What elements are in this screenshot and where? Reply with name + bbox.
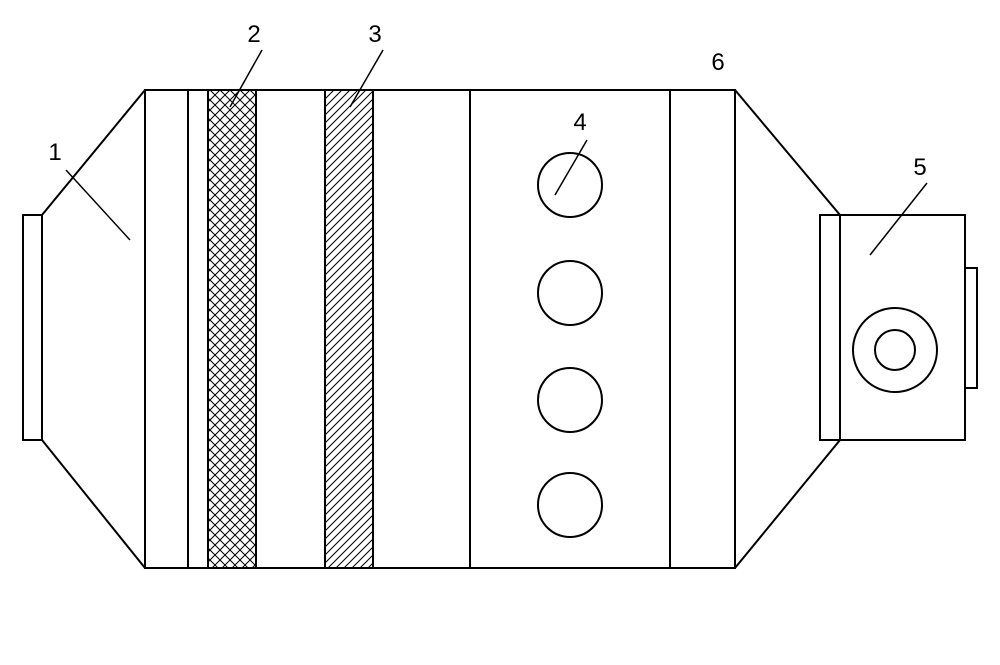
leader-line xyxy=(870,183,927,255)
label-6: 6 xyxy=(711,49,724,76)
perforation-circle xyxy=(538,261,602,325)
leader-line xyxy=(555,140,587,195)
label-1: 1 xyxy=(48,139,61,166)
perforation-circle xyxy=(538,473,602,537)
filter-diagonal xyxy=(325,90,373,568)
filter-crosshatch xyxy=(208,90,256,568)
fan-port xyxy=(965,268,977,388)
perforation-circle xyxy=(538,153,602,217)
fan-inner-circle xyxy=(875,330,915,370)
right-cone xyxy=(735,90,840,568)
label-5: 5 xyxy=(913,154,926,181)
label-2: 2 xyxy=(247,21,260,48)
left-flange xyxy=(23,215,42,440)
perforation-circle xyxy=(538,368,602,432)
leader-line xyxy=(66,170,130,240)
fan-housing xyxy=(820,215,965,440)
fan-outer-circle xyxy=(853,308,937,392)
label-3: 3 xyxy=(368,21,381,48)
label-4: 4 xyxy=(573,109,586,136)
